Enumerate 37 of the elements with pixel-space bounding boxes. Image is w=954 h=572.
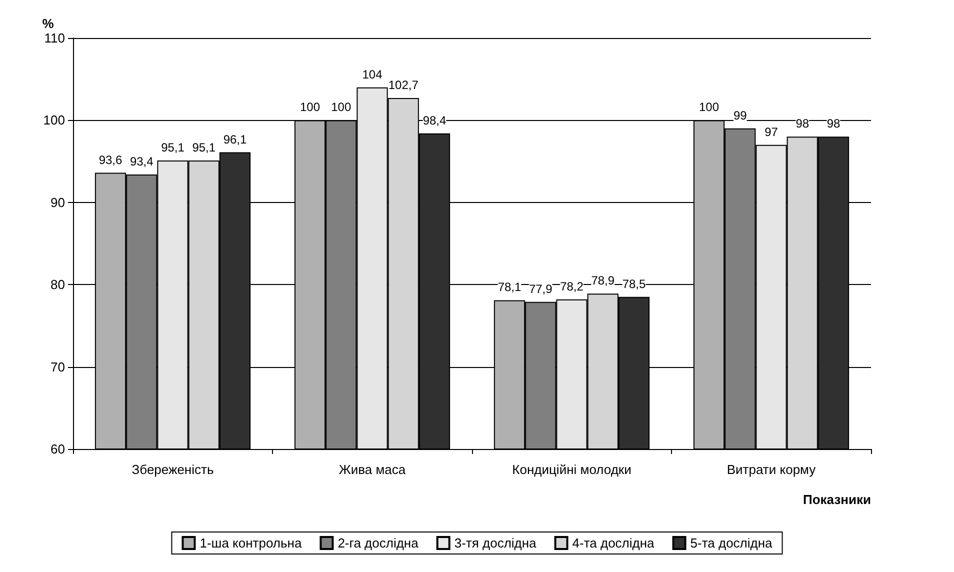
data-label: 93,4 bbox=[130, 154, 154, 168]
data-label: 78,1 bbox=[498, 280, 522, 294]
y-tick-label: 100 bbox=[43, 112, 65, 128]
data-label: 78,5 bbox=[622, 276, 646, 291]
data-label: 96,1 bbox=[223, 132, 247, 146]
data-label: 93,6 bbox=[98, 152, 123, 167]
data-label: 98 bbox=[826, 116, 840, 131]
data-label: 77,9 bbox=[528, 282, 553, 296]
x-tick-label: Витрати корму bbox=[726, 462, 816, 477]
data-label: 78,9 bbox=[591, 274, 615, 288]
legend-label: 1-ша контрольна bbox=[200, 536, 302, 550]
data-label: 100 bbox=[331, 100, 352, 114]
data-label: 104 bbox=[362, 67, 383, 82]
y-axis-title: % bbox=[42, 16, 54, 31]
legend-label: 3-тя дослідна bbox=[454, 536, 538, 550]
data-label: 95,1 bbox=[192, 140, 216, 154]
legend-label: 5-та дослідна bbox=[690, 536, 774, 550]
data-label: 99 bbox=[733, 108, 748, 122]
y-tick-label: 90 bbox=[50, 194, 65, 210]
legend-label: 2-га дослідна bbox=[338, 536, 420, 550]
data-label: 100 bbox=[300, 100, 320, 114]
x-tick-label: Кондиційні молодки bbox=[512, 462, 632, 477]
data-label: 98 bbox=[796, 116, 810, 131]
y-tick-label: 60 bbox=[50, 442, 65, 456]
data-label: 98,4 bbox=[422, 113, 446, 128]
data-label: 78,2 bbox=[560, 279, 584, 294]
data-label: 102,7 bbox=[388, 78, 419, 92]
y-tick-label: 70 bbox=[50, 359, 65, 374]
y-tick-label: 80 bbox=[50, 277, 65, 292]
legend-label: 4-та дослідна bbox=[572, 536, 656, 550]
x-axis-title: Показники bbox=[803, 492, 872, 507]
data-label: 97 bbox=[764, 124, 778, 139]
data-label: 95,1 bbox=[161, 140, 185, 154]
x-tick-label: Збереженість bbox=[132, 462, 214, 477]
x-tick-label: Жива маса bbox=[338, 462, 406, 477]
y-tick-label: 110 bbox=[44, 30, 65, 46]
data-label: 100 bbox=[698, 100, 720, 114]
